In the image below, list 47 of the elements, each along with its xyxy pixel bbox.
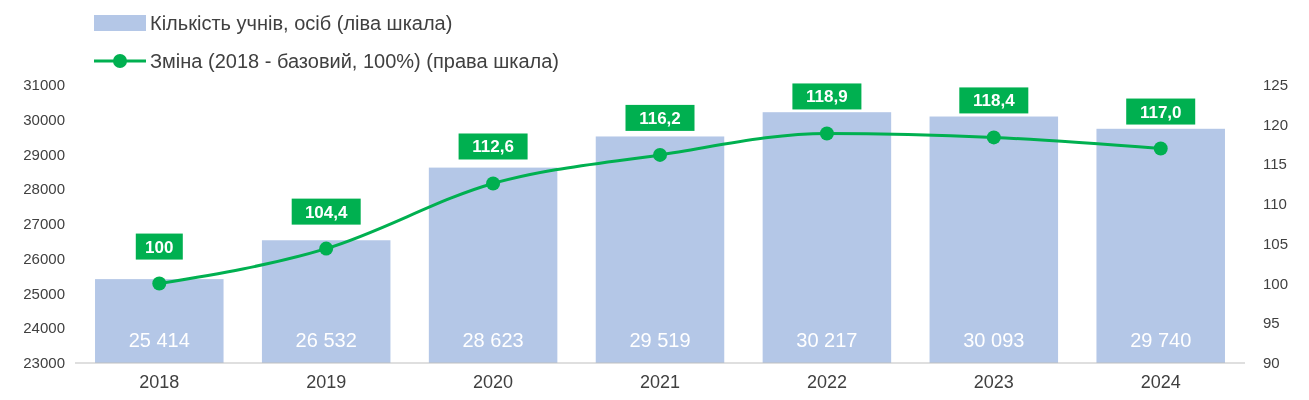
data-label: 29 740 [1130, 329, 1192, 351]
x-tick-label: 2019 [306, 372, 347, 392]
data-label: 104,4 [304, 202, 348, 222]
y2-tick-label: 110 [1263, 195, 1287, 213]
data-label: 100 [145, 237, 174, 257]
point [986, 130, 1001, 145]
x-tick-label: 2018 [139, 372, 180, 392]
y-tick-label: 26000 [23, 249, 65, 267]
x-tick-label: 2024 [1140, 372, 1181, 392]
data-label: 117,0 [1139, 102, 1182, 122]
data-label: 30 217 [796, 329, 858, 351]
x-tick-label: 2020 [473, 372, 514, 392]
y-tick-label: 28000 [23, 180, 65, 198]
data-label: 118,9 [806, 87, 848, 107]
y-tick-label: 30000 [23, 110, 65, 128]
y2-tick-label: 105 [1263, 234, 1289, 252]
data-label: 29 519 [629, 329, 691, 351]
point [819, 126, 834, 141]
y-tick-label: 24000 [23, 319, 65, 337]
point [486, 176, 501, 191]
x-tick-label: 2022 [806, 372, 847, 392]
legend-label: Кількість учнів, осіб (ліва шкала) [150, 12, 453, 34]
x-tick-label: 2023 [973, 372, 1014, 392]
y-tick-label: 25000 [23, 284, 65, 302]
point [653, 147, 667, 162]
legend-label: Зміна (2018 - базовий, 100%) (права шкала) [150, 50, 559, 72]
x-tick-label: 2021 [639, 372, 681, 392]
data-label: 116,2 [639, 108, 681, 128]
data-label: 112,6 [472, 137, 514, 157]
y2-tick-label: 115 [1263, 155, 1287, 173]
data-label: 25 414 [128, 329, 190, 351]
point [319, 241, 334, 256]
y2-tick-label: 120 [1263, 115, 1289, 133]
data-label: 30 093 [963, 329, 1025, 351]
y2-tick-label: 125 [1263, 76, 1289, 93]
y2-tick-label: 95 [1263, 314, 1280, 332]
y-tick-label: 27000 [23, 215, 65, 232]
point [152, 276, 167, 291]
y2-tick-label: 90 [1263, 354, 1280, 371]
data-label: 118,4 [973, 91, 1016, 111]
y2-tick-label: 100 [1263, 274, 1289, 292]
data-label: 26 532 [295, 329, 357, 351]
y-tick-label: 23000 [23, 354, 65, 371]
y-tick-label: 31000 [23, 76, 65, 93]
data-label: 28 623 [462, 329, 524, 351]
y-tick-label: 29000 [23, 145, 65, 163]
point [1153, 141, 1168, 156]
